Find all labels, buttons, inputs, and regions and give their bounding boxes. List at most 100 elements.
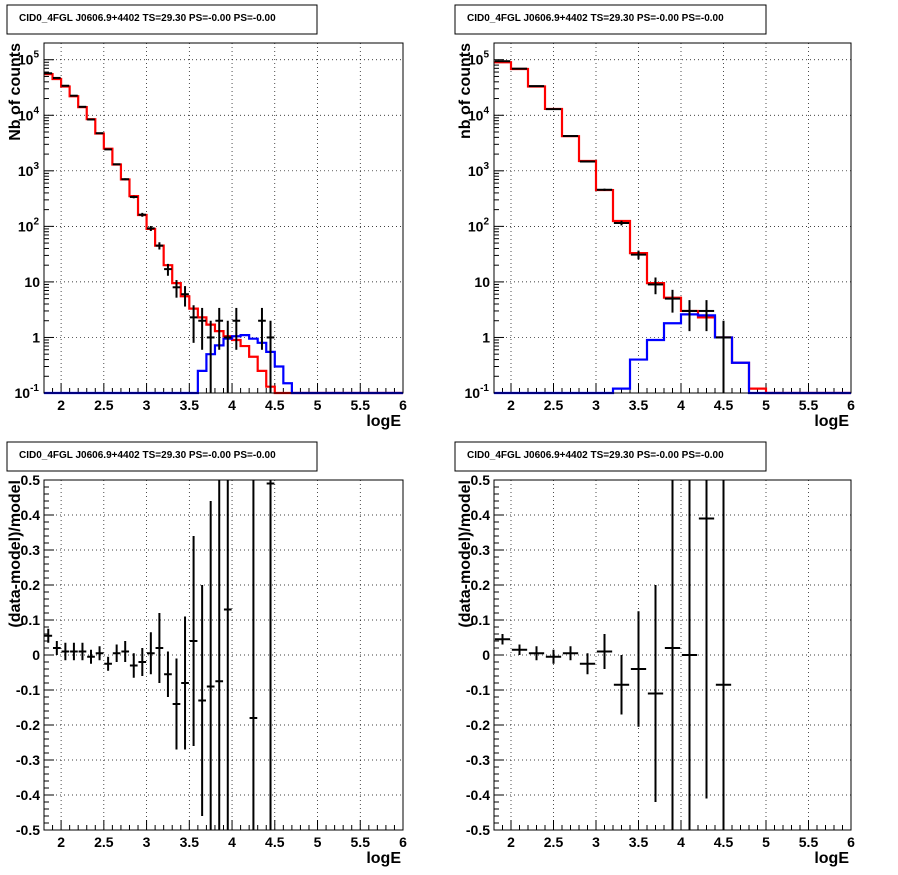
series-2 — [44, 334, 403, 395]
panel-4: CID0_4FGL J0606.9+4402 TS=29.30 PS=-0.00… — [454, 441, 855, 867]
y-tick-label: 0.1 — [21, 612, 41, 628]
y-tick-label: 0.4 — [471, 507, 491, 523]
x-tick-label: 5 — [314, 834, 322, 850]
y-axis: -0.5 -0.4 -0.3 -0.2 -0.1 0 0.1 0.2 0.3 0.4 0.5(dat… — [7, 472, 54, 838]
x-tick-label: 4.5 — [265, 834, 285, 850]
panel-title-box — [454, 4, 767, 35]
x-tick-label: 2 — [57, 834, 65, 850]
x-tick-label: 5.5 — [799, 397, 819, 413]
y-tick-label: 0.5 — [21, 472, 41, 488]
x-tick-label: 3.5 — [629, 834, 649, 850]
x-tick-label: 4.5 — [265, 397, 285, 413]
y-axis-title: nb of counts — [457, 43, 474, 139]
y-tick-label: 0.5 — [471, 472, 491, 488]
x-tick-label: 4.5 — [714, 834, 734, 850]
panel-title-box — [454, 441, 767, 472]
x-tick-label: 2.5 — [544, 397, 564, 413]
y-tick-label: 104 — [18, 105, 40, 123]
grid — [44, 479, 404, 831]
histogram-step-line — [44, 334, 403, 395]
histogram-step-line — [494, 61, 851, 395]
y-tick-label: 105 — [468, 50, 490, 68]
x-tick-label: 2.5 — [94, 397, 114, 413]
y-tick-label: 0.4 — [21, 507, 41, 523]
x-tick-label: 3.5 — [180, 834, 200, 850]
series-3 — [494, 60, 732, 393]
y-tick-label: 103 — [18, 161, 40, 179]
x-axis-title: logE — [814, 850, 849, 867]
y-tick-label: 1 — [32, 329, 40, 345]
x-tick-label: 3.5 — [180, 397, 200, 413]
y-axis: -0.5 -0.4 -0.3 -0.2 -0.1 0 0.1 0.2 0.3 0.4 0.5(dat… — [457, 472, 504, 838]
x-tick-label: 4 — [228, 397, 236, 413]
x-tick-label: 3 — [143, 834, 151, 850]
series-1 — [44, 480, 275, 830]
y-tick-label: 0 — [32, 647, 40, 663]
y-tick-label: 10 — [474, 274, 490, 290]
y-tick-label: -0.4 — [16, 787, 40, 803]
y-tick-label: 10-1 — [465, 383, 490, 401]
y-tick-label: 104 — [468, 105, 490, 123]
histogram-step-line — [494, 313, 851, 395]
x-axis-title: logE — [814, 413, 849, 430]
y-tick-label: 0.2 — [21, 577, 41, 593]
y-tick-label: -0.5 — [16, 822, 40, 838]
panel-title: CID0_4FGL J0606.9+4402 TS=29.30 PS=-0.00… — [467, 13, 724, 24]
y-tick-label: -0.1 — [466, 682, 490, 698]
x-tick-label: 4.5 — [714, 397, 734, 413]
y-tick-label: -0.3 — [466, 752, 490, 768]
y-tick-label: 102 — [468, 216, 490, 234]
y-tick-label: 0.2 — [471, 577, 491, 593]
x-axis-title: logE — [366, 413, 401, 430]
x-tick-label: 4 — [677, 834, 685, 850]
x-tick-label: 5.5 — [799, 834, 819, 850]
x-tick-label: 6 — [399, 397, 407, 413]
series-2 — [494, 313, 851, 395]
y-tick-label: 105 — [18, 50, 40, 68]
x-tick-label: 6 — [399, 834, 407, 850]
y-tick-label: -0.1 — [16, 682, 40, 698]
series-1 — [494, 61, 851, 395]
y-tick-label: -0.3 — [16, 752, 40, 768]
y-tick-label: 10 — [24, 274, 40, 290]
x-tick-label: 5 — [762, 397, 770, 413]
y-tick-label: 0.3 — [21, 542, 41, 558]
plot-frame — [493, 42, 852, 394]
panel-title-box — [6, 4, 318, 35]
x-tick-label: 3 — [592, 397, 600, 413]
y-tick-label: -0.2 — [16, 717, 40, 733]
x-tick-label: 3 — [143, 397, 151, 413]
plot-frame — [43, 42, 404, 394]
x-tick-label: 5.5 — [351, 834, 371, 850]
y-tick-label: 103 — [468, 161, 490, 179]
x-tick-label: 6 — [847, 834, 855, 850]
x-tick-label: 3.5 — [629, 397, 649, 413]
y-tick-label: 0.1 — [471, 612, 491, 628]
y-tick-label: -0.5 — [466, 822, 490, 838]
y-tick-label: 10-1 — [15, 383, 40, 401]
x-tick-label: 2 — [507, 834, 515, 850]
plot-frame — [43, 479, 404, 831]
y-axis-title: (data-model)/model — [7, 480, 24, 628]
series-3 — [44, 72, 275, 393]
x-tick-label: 2 — [57, 397, 65, 413]
y-tick-label: 102 — [18, 216, 40, 234]
y-tick-label: -0.4 — [466, 787, 490, 803]
plot-frame — [493, 479, 852, 831]
x-axis-title: logE — [366, 850, 401, 867]
grid — [494, 43, 852, 394]
x-tick-label: 5.5 — [351, 397, 371, 413]
x-tick-label: 4 — [228, 834, 236, 850]
x-tick-label: 2.5 — [544, 834, 564, 850]
x-tick-label: 2.5 — [94, 834, 114, 850]
x-tick-label: 2 — [507, 397, 515, 413]
y-axis-title: Nb of counts — [7, 43, 24, 141]
y-tick-label: 0.3 — [471, 542, 491, 558]
x-tick-label: 3 — [592, 834, 600, 850]
